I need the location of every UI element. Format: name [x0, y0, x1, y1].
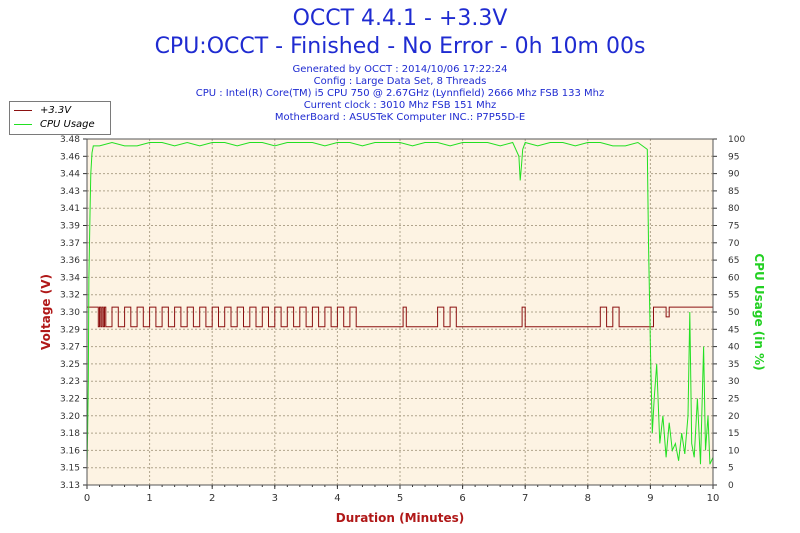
x-tick-label: 3 — [272, 493, 278, 504]
x-tick-label: 1 — [146, 493, 152, 504]
info-config: Config : Large Data Set, 8 Threads — [313, 76, 487, 87]
y2-tick-label: 60 — [728, 273, 740, 283]
y-tick-label: 3.46 — [60, 152, 80, 162]
info-motherboard: MotherBoard : ASUSTeK Computer INC.: P7P… — [274, 112, 526, 123]
x-tick-label: 0 — [84, 493, 90, 504]
y-tick-label: 3.27 — [60, 343, 80, 353]
y2-tick-label: 75 — [728, 222, 739, 232]
y2-tick-label: 90 — [728, 170, 740, 180]
y2-tick-label: 0 — [728, 481, 734, 491]
x-tick-label: 8 — [585, 493, 591, 504]
x-tick-label: 2 — [209, 493, 215, 504]
series-line-voltage — [87, 306, 713, 328]
y2-tick-label: 30 — [728, 377, 740, 387]
y2-tick-label: 85 — [728, 187, 739, 197]
y-tick-label: 3.41 — [60, 204, 80, 214]
y2-tick-label: 20 — [728, 412, 740, 422]
y2-tick-label: 65 — [728, 256, 739, 266]
y-axis-label: Voltage (V) — [39, 274, 53, 350]
y-tick-label: 3.37 — [60, 239, 80, 249]
chart-subtitle: CPU:OCCT - Finished - No Error - 0h 10m … — [154, 34, 646, 59]
y-tick-label: 3.48 — [60, 135, 80, 145]
y-tick-label: 3.32 — [60, 291, 80, 301]
legend: +3.3V CPU Usage — [9, 101, 111, 135]
y-tick-label: 3.22 — [60, 395, 80, 405]
y2-tick-label: 15 — [728, 429, 739, 439]
y-tick-label: 3.43 — [60, 187, 80, 197]
y2-tick-label: 55 — [728, 291, 739, 301]
y-tick-label: 3.29 — [60, 325, 80, 335]
x-tick-label: 7 — [522, 493, 528, 504]
y2-tick-label: 80 — [728, 204, 740, 214]
y2-tick-label: 5 — [728, 464, 734, 474]
info-cpu: CPU : Intel(R) Core(TM) i5 CPU 750 @ 2.6… — [195, 88, 605, 99]
y-tick-label: 3.20 — [60, 412, 80, 422]
legend-swatch-voltage — [14, 109, 32, 111]
y2-tick-label: 40 — [728, 343, 740, 353]
y-tick-label: 3.25 — [60, 360, 80, 370]
y-tick-label: 3.18 — [60, 429, 80, 439]
x-axis-label: Duration (Minutes) — [336, 511, 464, 525]
y-tick-label: 3.16 — [60, 446, 80, 456]
x-tick-label: 5 — [397, 493, 403, 504]
x-tick-label: 6 — [459, 493, 465, 504]
x-tick-label: 10 — [707, 493, 720, 504]
info-clock: Current clock : 3010 Mhz FSB 151 Mhz — [303, 100, 497, 111]
legend-label-voltage: +3.3V — [40, 105, 72, 116]
y-tick-label: 3.30 — [60, 308, 80, 318]
y2-tick-label: 50 — [728, 308, 740, 318]
series-line-cpu-usage — [86, 141, 714, 468]
y2-tick-label: 10 — [728, 446, 740, 456]
y-tick-label: 3.39 — [60, 222, 80, 232]
x-tick-label: 9 — [647, 493, 653, 504]
y-tick-label: 3.44 — [60, 170, 80, 180]
y2-tick-label: 45 — [728, 325, 739, 335]
legend-swatch-cpu — [14, 123, 32, 125]
y-tick-label: 3.15 — [60, 464, 80, 474]
legend-item-voltage: +3.3V — [14, 104, 71, 118]
chart-title: OCCT 4.4.1 - +3.3V — [292, 6, 508, 31]
legend-item-cpu: CPU Usage — [14, 118, 95, 132]
y-tick-label: 3.34 — [60, 273, 80, 283]
y2-axis-label: CPU Usage (in %) — [752, 253, 766, 370]
y-tick-label: 3.23 — [60, 377, 80, 387]
legend-label-cpu: CPU Usage — [40, 119, 95, 130]
info-generated: Generated by OCCT : 2014/10/06 17:22:24 — [292, 64, 508, 75]
y2-tick-label: 25 — [728, 395, 739, 405]
y2-tick-label: 100 — [728, 135, 745, 145]
x-tick-label: 4 — [334, 493, 340, 504]
y-tick-label: 3.36 — [60, 256, 80, 266]
y2-tick-label: 95 — [728, 152, 739, 162]
y2-tick-label: 70 — [728, 239, 740, 249]
plot-border — [86, 138, 714, 486]
y-tick-label: 3.13 — [60, 481, 80, 491]
y2-tick-label: 35 — [728, 360, 739, 370]
